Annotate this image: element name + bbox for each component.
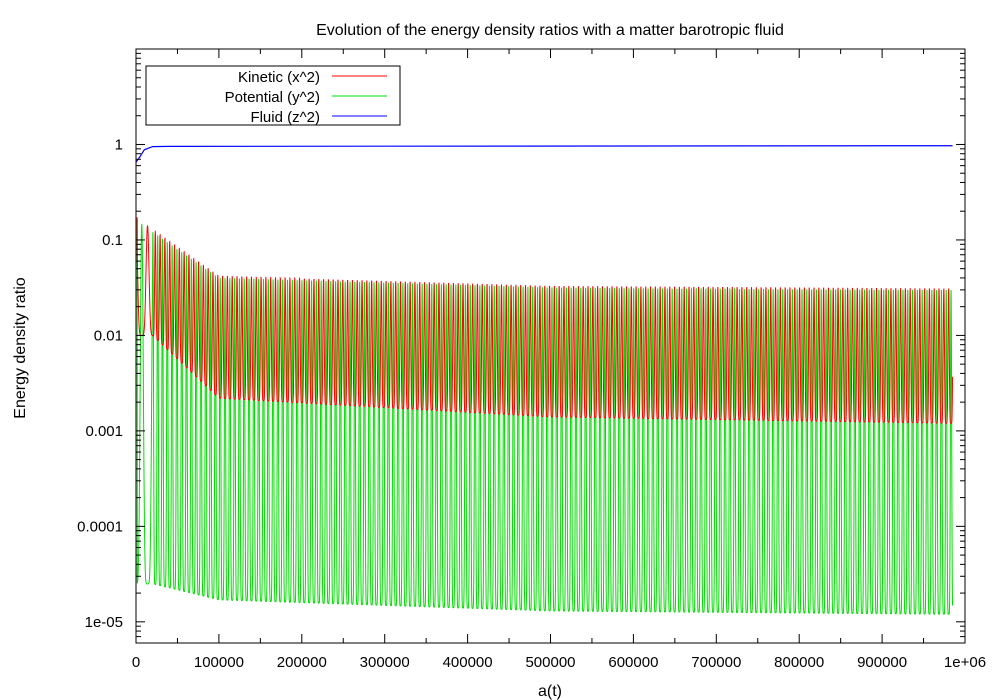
series-layer [135,145,954,615]
x-tick-label: 800000 [774,654,824,671]
x-tick-label: 700000 [691,654,741,671]
series-line-fluid [135,145,953,163]
axes-layer: 0 100000 200000 300000 400000 500000 600000 700… [77,48,986,671]
x-tick-label: 500000 [525,654,575,671]
legend-label-fluid: Fluid (z^2) [250,109,320,126]
x-axis-label: a(t) [538,683,562,700]
y-axis-label: Energy density ratio [12,277,29,419]
x-tick-label: 1e+06 [944,654,986,671]
y-tick-label: 0.01 [94,327,123,344]
y-tick-label: 0.1 [102,232,123,249]
legend: Kinetic (x^2) Potential (y^2) Fluid (z^2… [145,65,401,126]
x-tick-label: 600000 [608,654,658,671]
legend-label-kinetic: Kinetic (x^2) [238,69,320,86]
y-tick-label: 0.0001 [77,518,123,535]
y-tick-label: 0.001 [85,423,123,440]
series-line-potential [136,219,954,615]
series-line-kinetic [136,217,954,424]
x-tick-label: 200000 [277,654,327,671]
x-tick-label: 900000 [857,654,907,671]
y-tick-label: 1 [115,136,123,153]
x-tick-label: 100000 [194,654,244,671]
chart-title: Evolution of the energy density ratios w… [316,22,784,39]
legend-label-potential: Potential (y^2) [225,89,320,106]
y-tick-label: 1e-05 [85,614,123,631]
x-tick-label: 0 [132,654,140,671]
x-tick-label: 400000 [443,654,493,671]
x-tick-label: 300000 [360,654,410,671]
